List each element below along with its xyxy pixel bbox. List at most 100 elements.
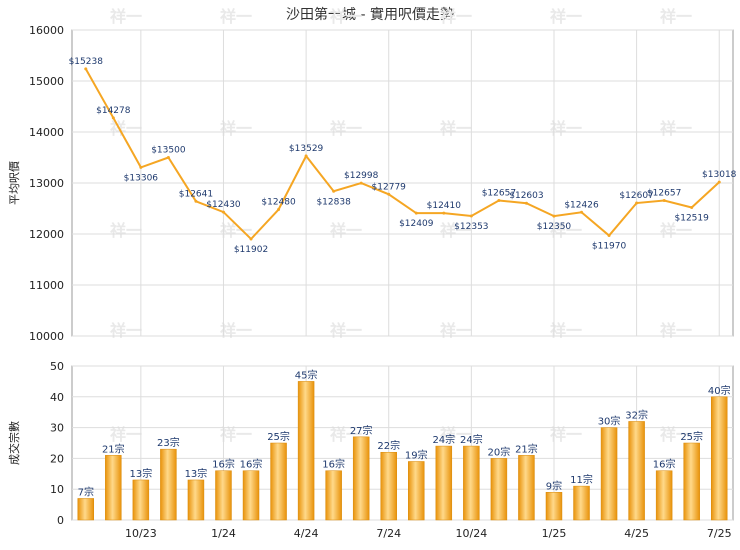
x-tick-label: 7/25 <box>707 527 732 540</box>
price-point <box>194 199 198 203</box>
transaction-bar-panel: 0 10 20 30 40 50 成交宗數 7宗 21宗 13宗 23宗 13宗 16宗 16宗 25宗 45… <box>7 360 734 540</box>
volume-label: 22宗 <box>377 439 400 452</box>
price-label: $13500 <box>151 146 186 156</box>
volume-bar <box>710 396 728 521</box>
x-tick-label: 7/24 <box>376 527 401 540</box>
volume-label: 32宗 <box>625 408 648 421</box>
x-tick-label: 4/24 <box>294 527 319 540</box>
volume-bar <box>242 470 260 521</box>
volume-bar <box>187 479 205 521</box>
price-label: $11970 <box>592 242 627 252</box>
y-tick-label: 16000 <box>29 24 64 37</box>
price-point <box>221 210 225 214</box>
price-label: $12607 <box>619 191 653 201</box>
volume-bar <box>435 445 453 521</box>
watermark: 祥一 <box>330 7 362 26</box>
volume-label: 27宗 <box>350 424 373 437</box>
price-point <box>249 237 253 241</box>
volume-label: 25宗 <box>680 430 703 443</box>
volume-bar <box>463 445 480 521</box>
price-axis-label: 平均呎價 <box>7 161 21 205</box>
price-label: $12409 <box>399 219 434 229</box>
volume-bar <box>160 448 177 521</box>
volume-bar <box>132 479 150 521</box>
x-tick-label: 4/25 <box>624 527 649 540</box>
watermark: 祥一 <box>550 7 582 26</box>
price-point <box>552 214 556 218</box>
price-point <box>277 208 281 212</box>
y-tick-label: 13000 <box>29 177 64 190</box>
volume-bar <box>545 492 563 521</box>
watermark: 祥一 <box>440 7 472 26</box>
chart-title: 沙田第一城 - 實用呎價走勢 <box>286 7 454 23</box>
price-label: $12426 <box>564 200 599 210</box>
price-point <box>332 189 336 193</box>
volume-label: 25宗 <box>267 430 290 443</box>
price-point <box>690 206 694 210</box>
volume-label: 16宗 <box>653 458 676 471</box>
y-tick-label: 15000 <box>29 75 64 88</box>
watermark: 祥一 <box>220 119 252 138</box>
volume-bar <box>215 470 232 521</box>
watermark: 祥一 <box>660 425 692 444</box>
price-label: $12353 <box>454 222 488 232</box>
watermark: 祥一 <box>550 321 582 340</box>
volume-label: 9宗 <box>546 479 562 492</box>
volume-label: 21宗 <box>102 442 125 455</box>
y-tick-label: 11000 <box>29 279 64 292</box>
volume-bar <box>352 436 370 521</box>
price-line <box>84 68 720 241</box>
volume-bar <box>408 461 425 521</box>
price-label: $12657 <box>647 188 681 198</box>
volume-label: 20宗 <box>488 445 511 458</box>
price-point <box>359 181 363 185</box>
y-tick-label: 0 <box>57 514 64 527</box>
watermark: 祥一 <box>660 7 692 26</box>
price-point <box>524 201 528 205</box>
watermark: 祥一 <box>220 221 252 240</box>
y-tick-label: 30 <box>50 422 64 435</box>
watermark: 祥一 <box>550 425 582 444</box>
volume-label: 7宗 <box>78 485 94 498</box>
volume-bar <box>490 458 508 521</box>
price-label: $12657 <box>482 188 516 198</box>
price-label: $14278 <box>96 106 131 116</box>
price-label: $12641 <box>179 189 213 199</box>
volume-label: 11宗 <box>570 473 593 486</box>
y-tick-label: 50 <box>50 360 64 373</box>
watermark: 祥一 <box>550 119 582 138</box>
price-label: $13529 <box>289 144 324 154</box>
watermark: 祥一 <box>220 7 252 26</box>
volume-bar <box>600 427 618 521</box>
watermark: 祥一 <box>220 425 252 444</box>
volume-label: 45宗 <box>295 368 318 381</box>
price-label: $15238 <box>69 57 104 67</box>
volume-bar <box>325 470 342 521</box>
price-point <box>497 198 501 202</box>
price-point <box>139 165 143 169</box>
volume-label: 23宗 <box>157 436 180 449</box>
price-label: $12838 <box>316 197 351 207</box>
volume-label: 24宗 <box>432 433 455 446</box>
x-tick-label: 1/25 <box>542 527 567 540</box>
volume-bar <box>655 470 673 521</box>
watermark: 祥一 <box>220 321 252 340</box>
price-point <box>662 198 666 202</box>
volume-bar <box>518 455 535 521</box>
price-label: $11902 <box>234 245 268 255</box>
volume-bar <box>628 421 645 521</box>
watermark: 祥一 <box>110 7 142 26</box>
volume-label: 30宗 <box>598 415 621 428</box>
volume-axis-label: 成交宗數 <box>7 421 21 465</box>
price-label: $12410 <box>427 201 462 211</box>
volume-bar <box>77 498 95 521</box>
watermark: 祥一 <box>660 221 692 240</box>
volume-bar <box>297 381 315 521</box>
watermark: 祥一 <box>330 321 362 340</box>
watermark: 祥一 <box>110 119 142 138</box>
watermark: 祥一 <box>440 425 472 444</box>
watermark: 祥一 <box>660 119 692 138</box>
volume-label: 13宗 <box>185 467 208 480</box>
